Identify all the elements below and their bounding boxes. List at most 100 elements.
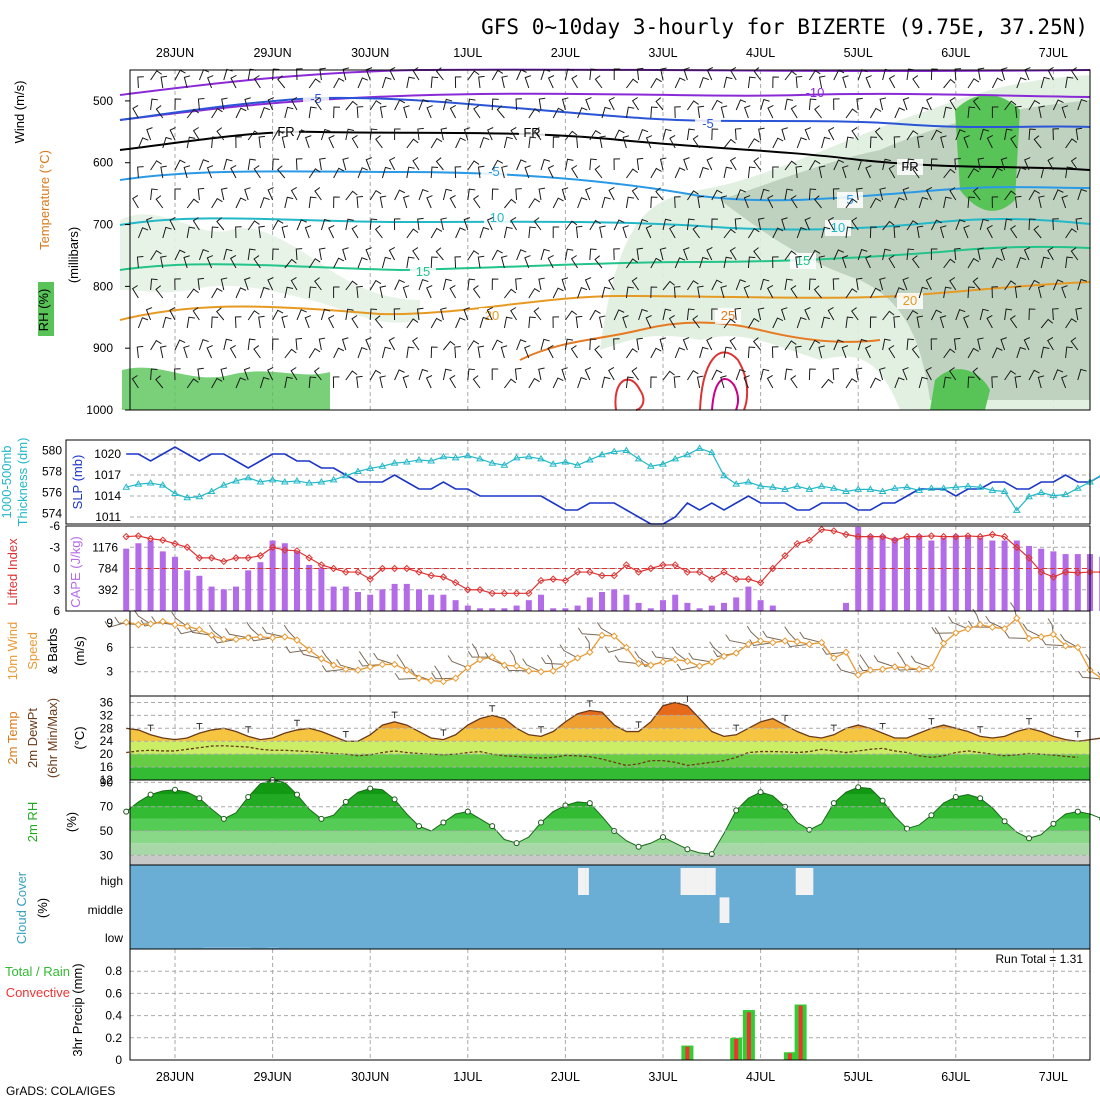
wind-barb	[601, 376, 611, 389]
wind-barb	[295, 158, 303, 171]
wind-barb	[564, 338, 574, 351]
wind-barb	[528, 136, 537, 149]
cape-bar	[708, 605, 715, 611]
wind-barb	[601, 286, 611, 299]
wind-barb	[136, 256, 144, 269]
cape-bar	[965, 535, 971, 611]
wind-barb	[528, 287, 540, 299]
wind-barb	[259, 196, 270, 209]
wind-barb	[925, 277, 932, 291]
wind-barb	[223, 338, 233, 351]
wind-speed-point	[659, 658, 667, 666]
wind-speed-point	[854, 671, 862, 679]
wind-barb	[132, 105, 139, 119]
wind-barb	[216, 307, 225, 321]
wind-speed-point	[427, 676, 435, 685]
wind-barb	[795, 165, 803, 179]
wind-barb	[930, 309, 942, 321]
wind-barb	[176, 627, 200, 635]
wind-barb	[308, 347, 321, 359]
wind-barb	[699, 76, 710, 89]
wind-barb	[1000, 247, 1008, 261]
wind-barb	[430, 166, 438, 179]
wind-barb	[758, 127, 765, 141]
cape-bar	[464, 605, 471, 611]
pressure-tick: 700	[93, 218, 113, 232]
wind-barb	[1028, 99, 1041, 111]
wind-barb	[723, 76, 733, 89]
temp-max-marker	[1074, 731, 1081, 738]
temp-tick: 12	[100, 773, 114, 787]
warm-contour	[614, 378, 645, 411]
wind-barb	[943, 258, 956, 269]
slp-tick: 1011	[95, 510, 121, 524]
thickness-point	[988, 486, 997, 493]
li-point	[769, 564, 777, 573]
wind-barb	[524, 75, 532, 89]
wind-barb	[845, 378, 858, 389]
wind-barb	[515, 98, 523, 111]
li-point	[415, 568, 423, 576]
thickness-point	[683, 450, 692, 458]
wind-barb	[515, 278, 522, 291]
cape-bar	[635, 602, 642, 611]
wind-barb	[224, 628, 249, 639]
wind-barb	[991, 257, 1003, 269]
li-point	[342, 568, 350, 576]
cloud-level-low: low	[105, 931, 123, 945]
wind-barb	[650, 196, 658, 209]
li-point	[500, 589, 509, 597]
top-date-axis: 28JUN 29JUN 30JUN 1JUL 2JUL 3JUL 4JUL 5JUL 6JUL 7…	[156, 46, 1068, 60]
cape-bar	[208, 586, 215, 611]
wind-barb	[902, 187, 910, 201]
wind-barb	[650, 347, 662, 359]
wind-barb	[394, 279, 405, 291]
cape-bar	[172, 556, 178, 611]
li-point	[891, 536, 899, 544]
thickness-point	[585, 455, 594, 463]
wind-barb	[319, 157, 326, 171]
thickness-point	[671, 454, 680, 462]
wind-barb	[277, 75, 286, 89]
wind-barb	[845, 136, 854, 149]
thickness-point	[756, 482, 765, 489]
wind-barb	[686, 128, 695, 141]
wind-speed-point	[183, 622, 191, 631]
wind-barb	[504, 378, 517, 389]
wind-barb	[442, 368, 452, 381]
wind-barb	[547, 255, 554, 269]
wind-barb	[467, 650, 493, 658]
cape-bar	[281, 543, 288, 611]
wind-barb	[991, 347, 1003, 359]
wind-barb	[174, 98, 182, 111]
wind-barb	[162, 226, 172, 239]
slp-line	[126, 446, 1100, 525]
panel-label-units: (m/s)	[72, 636, 87, 666]
wind-barb	[967, 78, 980, 89]
wind-barb	[686, 280, 699, 291]
wind-barb	[223, 68, 233, 81]
panel-label-3hr-precip: 3hr Precip (mm)	[70, 963, 85, 1056]
wind-barb	[447, 655, 468, 669]
wind-barb	[388, 247, 396, 261]
wind-barb	[304, 315, 312, 329]
wind-barb	[486, 307, 493, 321]
rh-point	[904, 825, 910, 832]
wind-barb	[308, 106, 317, 119]
li-point	[866, 532, 875, 541]
cape-bar	[757, 600, 764, 611]
thickness-point	[293, 476, 301, 484]
wind-barb	[345, 370, 358, 381]
precip-tick: 0.6	[105, 986, 122, 1000]
cape-bar	[220, 589, 227, 611]
wind-barb	[723, 166, 733, 179]
wind-barb	[402, 195, 410, 209]
li-point	[1061, 568, 1070, 576]
wind-speed-point	[439, 677, 448, 686]
rh-point	[196, 795, 203, 802]
contour-line	[119, 68, 1091, 96]
contour-label-bg	[273, 124, 299, 140]
wind-barb	[625, 286, 634, 299]
wind-speed-point	[573, 654, 582, 662]
rh-point	[1074, 808, 1081, 815]
